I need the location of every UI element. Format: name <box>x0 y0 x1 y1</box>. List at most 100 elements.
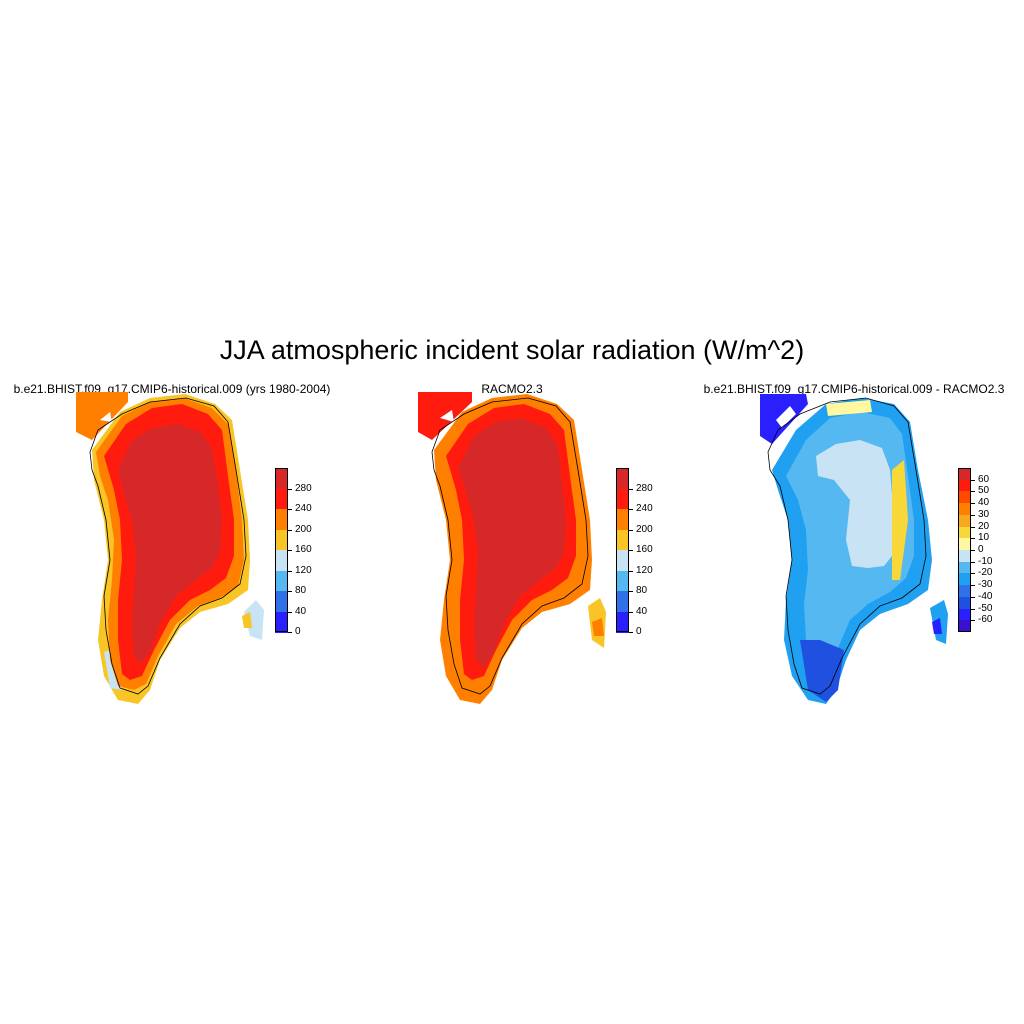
colorbar-label: 240 <box>295 503 312 514</box>
diff-north-yellow <box>826 400 872 416</box>
colorbar-swatch <box>958 503 971 516</box>
colorbar-swatch <box>616 570 629 592</box>
colorbar-label: 20 <box>978 520 990 532</box>
coastline-difference <box>767 397 927 695</box>
colorbar-swatch <box>958 479 971 492</box>
island-east-model <box>244 600 264 640</box>
colorbar-tick <box>971 479 975 481</box>
colorbar-swatch <box>616 488 629 510</box>
colorbar-label: 80 <box>295 585 307 596</box>
colorbar-label: -40 <box>978 590 993 602</box>
colorbar-swatch <box>275 509 288 530</box>
colorbar-tick <box>288 570 292 572</box>
colorbar-swatch <box>958 596 971 609</box>
colorbar-swatch <box>275 611 288 633</box>
colorbar-frame <box>275 468 288 632</box>
colorbar-label: 50 <box>978 485 990 497</box>
colorbar-swatch <box>275 488 288 510</box>
colorbar-tick <box>629 509 633 510</box>
colorbar-frame <box>958 468 971 632</box>
colorbar-label: 40 <box>295 605 307 617</box>
colorbar-swatch <box>616 591 629 612</box>
colorbar-tick <box>288 529 292 531</box>
colorbar-label: -50 <box>978 602 993 614</box>
colorbar-swatch <box>616 550 629 571</box>
colorbar-swatch <box>275 591 288 612</box>
colorbar-label: -60 <box>978 614 993 626</box>
colorbar-tick <box>629 570 633 572</box>
colorbar-label: 240 <box>636 503 653 514</box>
colorbar-label: 200 <box>636 523 653 535</box>
colorbar-swatch <box>958 526 971 539</box>
colorbar-tick <box>288 488 292 490</box>
colorbar-label: 40 <box>636 605 648 617</box>
colorbar-tick <box>971 561 975 563</box>
map-racmo <box>418 392 606 704</box>
colorbar-swatch <box>958 538 971 551</box>
colorbar-swatch <box>958 514 971 527</box>
colorbar-swatch <box>616 468 629 489</box>
colorbar-tick <box>629 591 633 592</box>
diff-south-darkblue <box>800 640 844 702</box>
colorbar-label: 60 <box>978 473 990 485</box>
colorbar-label: 80 <box>636 585 648 596</box>
colorbar-tick <box>971 585 975 587</box>
colorbar-label: 0 <box>636 626 642 637</box>
colorbar-swatch <box>275 570 288 592</box>
colorbar-swatch <box>275 550 288 571</box>
colorbar-swatch <box>616 509 629 530</box>
colorbar-label: -30 <box>978 579 993 591</box>
colorbar-swatch <box>958 585 971 598</box>
colorbar-label: -10 <box>978 555 993 567</box>
panel-title-difference: b.e21.BHIST.f09_g17.CMIP6-historical.009… <box>703 382 1005 396</box>
colorbar-swatch <box>616 529 629 551</box>
panel-title-racmo: RACMO2.3 <box>481 382 543 396</box>
colorbar-label: 160 <box>295 544 312 555</box>
colorbar-swatch <box>958 620 971 633</box>
diff-east-yellow-band <box>892 460 908 580</box>
colorbar-label: 200 <box>295 523 312 535</box>
colorbar-tick <box>629 550 633 551</box>
colorbar-tick <box>971 538 975 540</box>
colorbar-swatch <box>275 529 288 551</box>
colorbar-label: -20 <box>978 567 993 579</box>
colorbar-tick <box>629 488 633 490</box>
colorbar-tick <box>288 591 292 592</box>
colorbar-swatch <box>958 573 971 586</box>
colorbar-label: 0 <box>978 544 984 555</box>
figure-title: JJA atmospheric incident solar radiation… <box>219 335 805 365</box>
diff-interior-pale <box>816 440 894 568</box>
colorbar-tick <box>971 526 975 528</box>
map-model <box>76 392 264 704</box>
colorbar-tick <box>971 514 975 516</box>
colorbar-tick <box>971 596 975 598</box>
colorbar-tick <box>288 550 292 551</box>
coastline-racmo <box>431 397 589 695</box>
ocean-patch-nw-inner <box>100 412 112 422</box>
colorbar-tick <box>629 611 633 613</box>
diff-nw-white <box>776 406 796 428</box>
colorbar-tick <box>629 529 633 531</box>
interior-darkred-racmo <box>458 418 566 668</box>
colorbar-label: 30 <box>978 508 990 520</box>
colorbar-label: 120 <box>636 564 653 576</box>
ocean-patch-nw <box>76 392 128 440</box>
island-east-racmo-orange <box>592 618 604 636</box>
colorbar-tick <box>971 608 975 610</box>
colorbar-swatch <box>958 550 971 562</box>
colorbar-label: 280 <box>636 482 653 494</box>
colorbar-swatch <box>275 468 288 489</box>
ocean-patch-nw-racmo-inner <box>440 410 454 422</box>
colorbar-tick <box>971 550 975 551</box>
colorbar-swatch <box>958 561 971 574</box>
island-east-model-yellow <box>242 612 252 628</box>
colorbar-tick <box>971 503 975 505</box>
colorbar-swatch <box>958 491 971 504</box>
colorbar-swatch <box>958 468 971 480</box>
colorbar-swatch <box>958 608 971 621</box>
colorbar-frame <box>616 468 629 632</box>
colorbar-tick <box>629 632 633 633</box>
map-difference <box>760 394 948 704</box>
colorbar-label: 160 <box>636 544 653 555</box>
